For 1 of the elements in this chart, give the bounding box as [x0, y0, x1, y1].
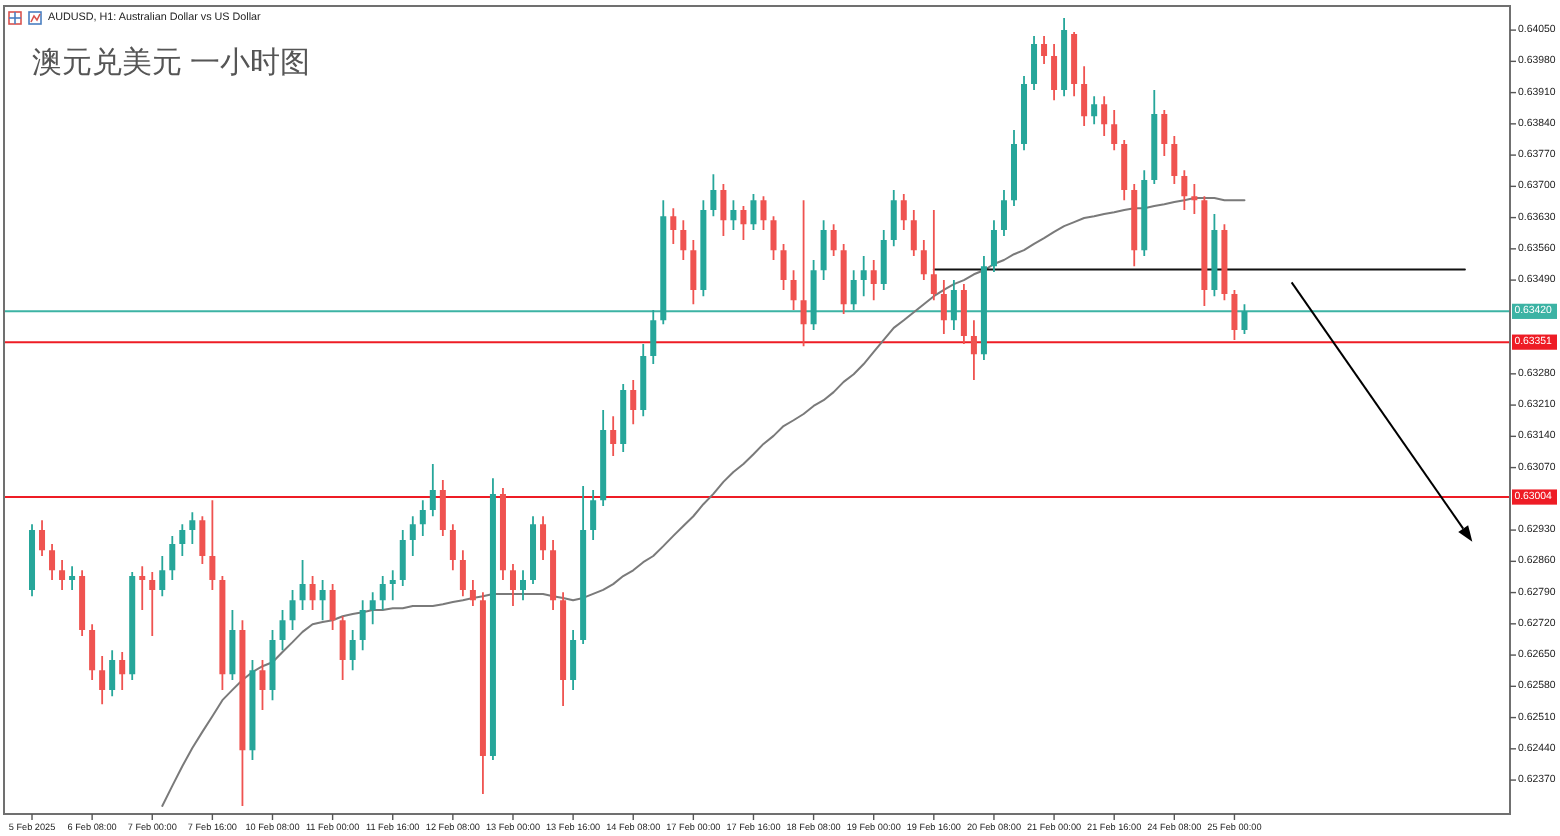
title: 澳元兑美元 一小时图 — [32, 46, 311, 80]
